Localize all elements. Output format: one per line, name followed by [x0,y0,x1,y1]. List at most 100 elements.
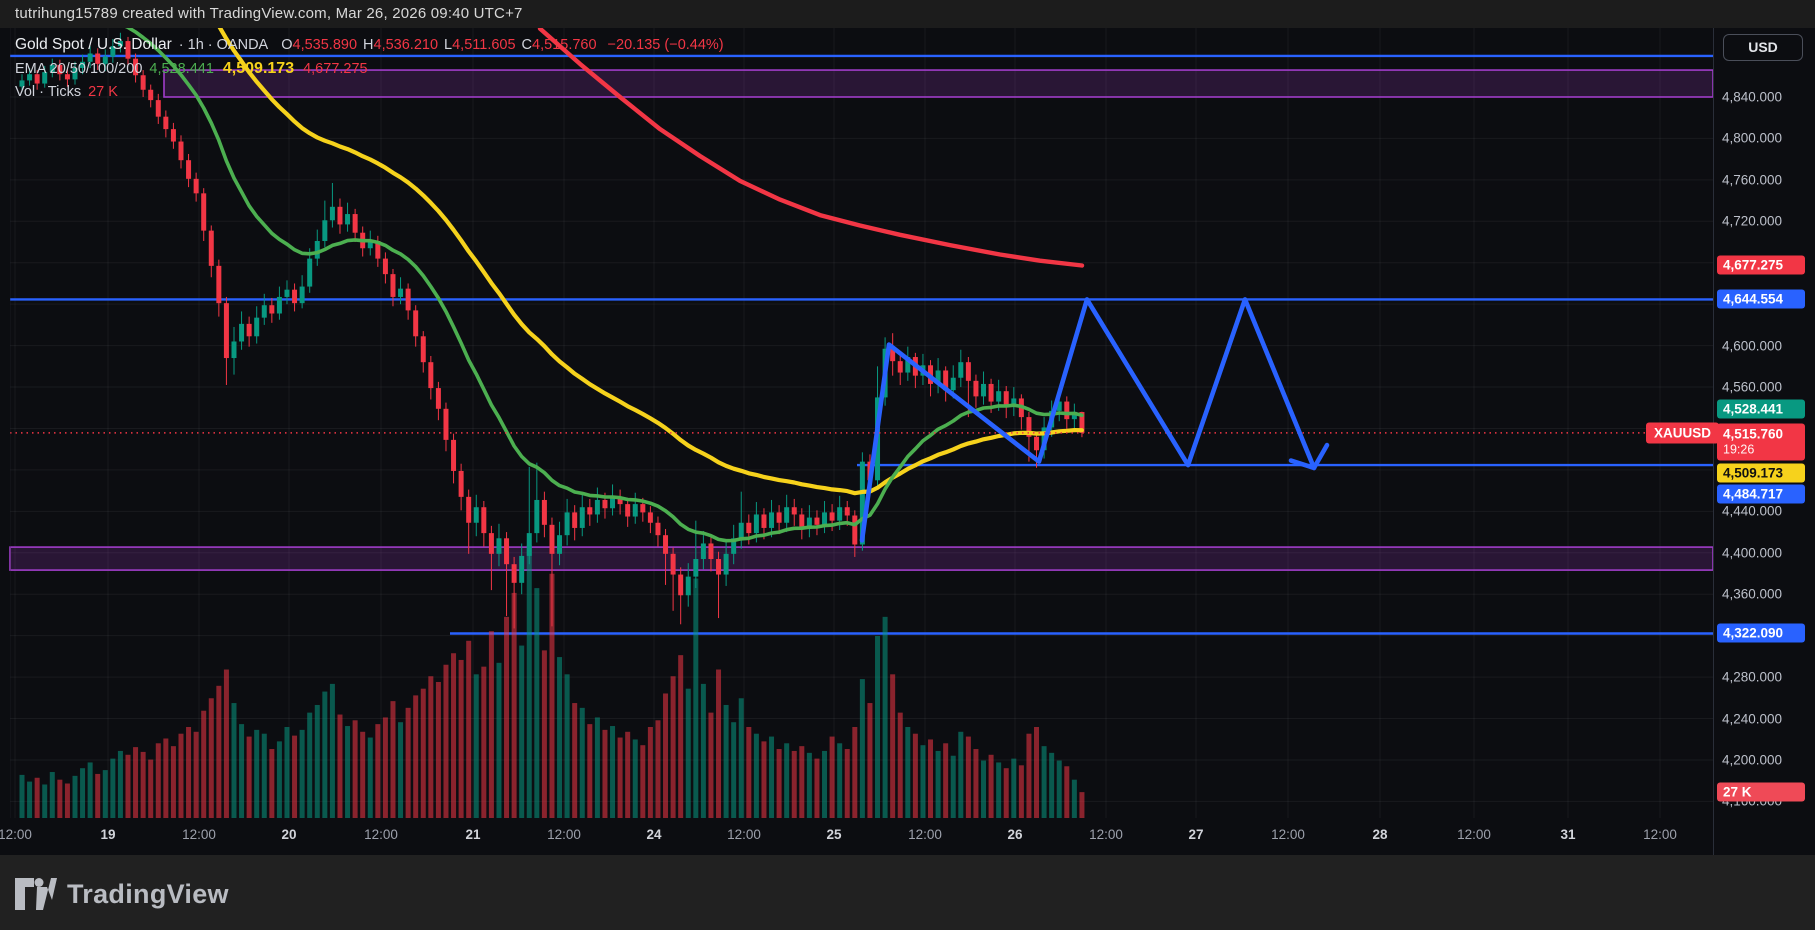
volume-bar [594,717,600,818]
volume-bar [239,724,245,818]
volume-bar [155,743,161,818]
volume-bar [125,754,131,818]
volume-bar [133,747,139,818]
tradingview-logo[interactable]: TradingView [15,878,229,910]
candle-body [163,116,169,130]
volume-bar [784,743,790,818]
volume-bar [587,724,593,818]
currency-button[interactable]: USD [1723,34,1803,61]
candle-body [314,240,320,259]
volume-bar [602,729,608,818]
volume-bar [72,775,78,818]
volume-bar [1064,766,1070,818]
volume-bar [579,707,585,818]
volume-bar [943,743,949,818]
volume-indicator-label[interactable]: Vol · Ticks [15,84,82,100]
projection-zigzag[interactable] [859,297,1317,543]
candle-body [981,383,987,397]
candle-body [814,517,820,525]
volume-bar [27,781,33,818]
volume-bar [670,676,676,818]
volume-bar [193,731,199,818]
time-tick-label: 27 [1188,827,1204,842]
time-tick-label: 12:00 [1643,827,1677,842]
zone-rectangle[interactable] [163,69,1713,98]
volume-bar [867,703,873,818]
volume-bar [292,735,298,818]
time-tick-label: 12:00 [727,827,761,842]
price-tick-label: 4,720.000 [1722,213,1783,229]
candle-body [965,362,971,381]
time-tick-label: 26 [1007,827,1023,842]
volume-bar [655,720,661,818]
volume-bar [988,754,994,818]
zone-rectangle[interactable] [9,546,1713,571]
ema100-line[interactable] [537,28,1085,268]
volume-bar [367,737,373,818]
ema-indicator-label[interactable]: EMA 20/50/100/200 [15,61,143,77]
symbol-title[interactable]: Gold Spot / U.S. Dollar [15,36,172,53]
ohlc-val: 4,511.605 [452,37,516,53]
candle-body [996,391,1002,402]
volume-bar [731,722,737,818]
candle-body [587,507,593,515]
projection-arrowhead [1311,442,1330,471]
candle-body [844,507,850,516]
price-axis[interactable]: USD 4,840.000 4,800.000 4,760.000 4,720.000… [1713,28,1815,855]
time-tick-label: 12:00 [0,827,32,842]
volume-bar [284,727,290,818]
volume-bar [882,616,888,818]
price-tick-label: 4,400.000 [1722,545,1783,561]
ema50-line[interactable] [22,28,1085,496]
candle-body [678,574,684,596]
volume-bar [110,758,116,818]
candle-body [799,514,805,528]
candle-body [890,348,896,362]
price-chart[interactable] [0,28,1713,818]
volume-bar [965,736,971,818]
candle-body [1056,401,1062,411]
time-tick-label: 12:00 [547,827,581,842]
candle-body [572,512,578,528]
candle-body [87,53,93,62]
volume-bar [769,736,775,818]
candle-body [125,41,131,59]
volume-bar [504,616,510,818]
candle-body [602,499,608,509]
candle-body [458,470,464,497]
candle-body [1026,417,1032,437]
chart-panel[interactable]: Gold Spot / U.S. Dollar · 1h · OANDA O4,… [0,28,1815,855]
price-tick-label: 4,240.000 [1722,711,1783,727]
volume-bar [254,729,260,818]
legend-symbol-row[interactable]: Gold Spot / U.S. Dollar · 1h · OANDA O4,… [15,36,724,56]
volume-bar [1034,727,1040,818]
ema20-line[interactable] [22,28,1084,543]
candle-body [170,129,176,142]
volume-bar [928,739,934,818]
time-tick-label: 12:00 [364,827,398,842]
symbol-meta[interactable]: · 1h · OANDA [178,37,269,53]
candle-body [19,80,25,87]
candle-body [133,58,139,76]
candle-body [557,535,563,554]
attribution-bar: tutrihung15789 created with TradingView.… [0,0,1815,28]
legend-volume-row[interactable]: Vol · Ticks 27 K [15,84,724,104]
volume-bar [163,738,169,818]
last-price-label: 4,515.760 19:26 [1717,423,1805,461]
candle-body [897,361,903,373]
time-axis[interactable]: 12:00 19 12:00 20 12:00 21 12:00 24 12:00 25 12:00… [0,818,1713,855]
price-tick-label: 4,760.000 [1722,172,1783,188]
volume-bar [345,726,351,818]
volume-bar [269,749,275,818]
time-tick-label: 12:00 [1457,827,1491,842]
candle-body [784,507,790,523]
legend-ema-row[interactable]: EMA 20/50/100/200 4,528.441 4,509.173 4,67… [15,60,724,80]
candle-body [117,41,123,47]
volume-bar [875,636,881,818]
price-tick-label: 4,280.000 [1722,669,1783,685]
price-tick-label: 4,840.000 [1722,89,1783,105]
candle-body [1003,391,1009,407]
volume-bar [572,703,578,818]
volume-bar [632,739,638,818]
candle-body [1034,436,1040,451]
